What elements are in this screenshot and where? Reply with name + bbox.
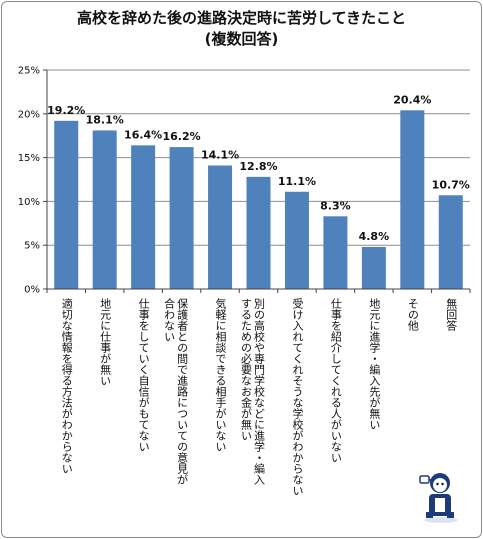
- category-label-line: 別の高校や専門学校などに進学・編入: [252, 298, 266, 485]
- y-tick-label: 0%: [24, 285, 40, 296]
- bar: [208, 165, 233, 289]
- y-axis: 0% 5% 10% 15% 20% 25%: [18, 66, 471, 296]
- data-labels: 19.2%18.1%16.4% 16.2%14.1%12.8%11.1% 8.3% 4…: [47, 93, 470, 243]
- category-label-line: 合わない: [162, 298, 176, 342]
- bar: [361, 246, 386, 289]
- y-tick-label: 5%: [24, 241, 40, 252]
- chart-title: 高校を辞めた後の進路決定時に苦労してきたこと (複数回答): [0, 8, 483, 50]
- category-label-line: 保護者との間で進路についての意見が: [175, 298, 189, 485]
- data-label: 19.2%: [47, 104, 85, 117]
- category-label: 別の高校や専門学校などに進学・編入 するための必要なお金が無い: [240, 298, 266, 485]
- category-label-line: 地元に仕事が無い: [98, 298, 112, 386]
- category-label-line: 受け入れてくれそうな学校がわからない: [290, 298, 304, 496]
- y-tick-label: 15%: [18, 153, 40, 164]
- category-label: 受け入れてくれそうな学校がわからない: [291, 298, 304, 496]
- mascot-illustration: [419, 473, 458, 523]
- bar: [246, 176, 271, 289]
- bar: [438, 195, 463, 289]
- category-label: 気軽に相談できる相手がいない: [214, 298, 227, 452]
- y-tick-label: 25%: [18, 66, 40, 77]
- bar: [131, 145, 156, 289]
- gridlines: [47, 69, 470, 246]
- chart-title-line-2: (複数回答): [204, 30, 279, 48]
- y-tick-label: 20%: [18, 109, 40, 120]
- data-label: 16.4%: [124, 128, 162, 141]
- category-label: 仕事を紹介してくれる人がいない: [329, 298, 342, 463]
- bar: [92, 130, 117, 289]
- category-label-line: するための必要なお金が無い: [239, 298, 253, 441]
- data-label: 12.8%: [239, 160, 277, 173]
- category-label-line: その他: [406, 298, 420, 331]
- category-label-line: 仕事を紹介してくれる人がいない: [329, 298, 343, 463]
- bar: [54, 120, 79, 289]
- category-label-line: 地元に進学・編入先が無い: [367, 298, 381, 430]
- category-label: 地元に進学・編入先が無い: [368, 298, 381, 430]
- category-label: その他: [406, 298, 419, 331]
- bar: [284, 191, 309, 289]
- data-label: 8.3%: [320, 199, 351, 212]
- category-label: 保護者との間で進路についての意見が 合わない: [163, 298, 189, 485]
- data-label: 4.8%: [359, 230, 390, 243]
- category-label-line: 適切な情報を得る方法がわからない: [60, 298, 74, 474]
- category-label: 地元に仕事が無い: [99, 298, 112, 386]
- data-label: 20.4%: [393, 93, 431, 106]
- data-label: 18.1%: [86, 113, 124, 126]
- category-label: 適切な情報を得る方法がわからない: [60, 298, 73, 474]
- bar: [169, 147, 194, 289]
- data-label: 16.2%: [163, 130, 201, 143]
- y-tick-label: 10%: [18, 197, 40, 208]
- category-label: 仕事をしていく自信がもてない: [137, 298, 150, 452]
- category-label-line: 気軽に相談できる相手がいない: [214, 298, 228, 452]
- category-label: 無回答: [445, 298, 458, 331]
- category-label-line: 無回答: [444, 298, 458, 331]
- data-label: 14.1%: [201, 148, 239, 161]
- bar: [400, 110, 425, 290]
- category-label-line: 仕事をしていく自信がもてない: [137, 298, 151, 452]
- bars: [54, 110, 463, 290]
- bar: [323, 216, 348, 289]
- data-label: 10.7%: [432, 178, 470, 191]
- data-label: 11.1%: [278, 175, 316, 188]
- chart-title-line-1: 高校を辞めた後の進路決定時に苦労してきたこと: [76, 9, 407, 27]
